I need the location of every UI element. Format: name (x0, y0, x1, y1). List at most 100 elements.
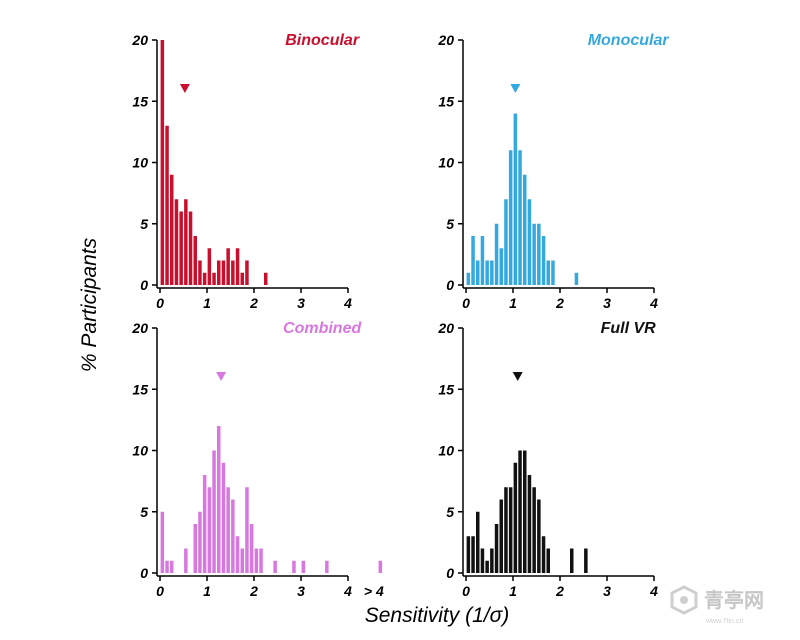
histogram-bar (523, 174, 527, 285)
x-tick-label: 0 (156, 583, 164, 599)
x-tick-label: 2 (555, 295, 564, 311)
panel-title: Monocular (588, 32, 670, 49)
panel-title: Binocular (285, 32, 360, 49)
y-tick-label: 15 (132, 381, 148, 397)
histogram-bar (231, 260, 235, 285)
histogram-bar (245, 260, 249, 285)
mean-marker (512, 372, 523, 381)
histogram-bar (264, 272, 268, 285)
histogram-bar (508, 150, 513, 285)
overflow-bar (378, 560, 383, 573)
histogram-bar (165, 560, 169, 573)
watermark-subtext: www.7tin.cn (705, 618, 743, 625)
y-tick-label: 5 (446, 504, 454, 520)
histogram-bar (301, 560, 306, 573)
y-tick-label: 15 (438, 381, 454, 397)
x-tick-label: 1 (203, 583, 211, 599)
panel-monocular: 0 1 2 3 4 0 5 10 15 20 Monocular (437, 32, 669, 311)
histogram-bar (231, 499, 235, 573)
histogram-bar (518, 450, 522, 573)
histogram-bar (490, 548, 494, 573)
x-tick-label: 0 (462, 583, 470, 599)
hexagon-icon (670, 585, 698, 615)
histogram-bar (202, 475, 207, 573)
histogram-bar (184, 548, 188, 573)
histogram-bar (226, 248, 230, 285)
y-tick-label: 20 (131, 320, 148, 336)
histogram-bar (207, 248, 212, 285)
x-tick-label: 0 (156, 295, 164, 311)
histogram-bar (466, 272, 471, 285)
histogram-bar (476, 511, 480, 573)
histogram-bar (476, 260, 480, 285)
histogram-bar (546, 260, 550, 285)
y-tick-label: 15 (132, 93, 148, 109)
x-tick-label: 2 (249, 295, 258, 311)
histogram-bar (532, 223, 536, 285)
x-tick-label: 3 (297, 295, 305, 311)
histogram-bar (188, 211, 193, 285)
histogram-bar (212, 272, 216, 285)
histogram-bar (504, 199, 508, 285)
x-tick-label: 1 (203, 295, 211, 311)
x-tick-label: 2 (249, 583, 258, 599)
y-tick-label: 10 (132, 155, 148, 171)
x-tick-label: 1 (509, 295, 517, 311)
histogram-bar (240, 272, 244, 285)
mean-marker (179, 84, 190, 93)
x-tick-label: 4 (649, 295, 658, 311)
histogram-bar (170, 174, 174, 285)
histogram-bar (292, 560, 296, 573)
histogram-bar (254, 548, 259, 573)
histogram-bar (160, 511, 165, 573)
x-tick-label: 4 (649, 583, 658, 599)
histogram-bar (184, 199, 188, 285)
histogram-bar (235, 536, 240, 573)
histogram-bar (480, 236, 485, 285)
histogram-bar (480, 548, 485, 573)
x-tick-label: 3 (603, 295, 611, 311)
x-tick-label: 3 (297, 583, 305, 599)
y-tick-label: 0 (446, 565, 454, 581)
y-axis-title: % Participants (78, 237, 101, 372)
x-tick-label: 2 (555, 583, 564, 599)
histogram-bar (273, 560, 277, 573)
x-tick-label: 3 (603, 583, 611, 599)
y-tick-label: 0 (140, 565, 148, 581)
histogram-bar (160, 40, 165, 285)
histogram-bar (471, 536, 475, 573)
histogram-bar (537, 223, 541, 285)
histogram-bar (546, 548, 550, 573)
mean-marker (216, 372, 227, 381)
watermark-text: 青亭网 (704, 588, 764, 612)
histogram-bar (245, 487, 249, 573)
watermark-logo: 青亭网 www.7tin.cn (670, 585, 764, 625)
histogram-bar (170, 560, 174, 573)
x-tick-label: 4 (343, 295, 352, 311)
x-tick-label: 1 (509, 583, 517, 599)
histogram-bar (532, 487, 536, 573)
histogram-bar (174, 199, 179, 285)
histogram-bar (574, 272, 579, 285)
histogram-bar (198, 511, 202, 573)
histogram-bar (212, 450, 216, 573)
panel-title: Combined (283, 320, 362, 337)
y-tick-label: 15 (438, 93, 454, 109)
histogram-bar (221, 260, 226, 285)
panel-combined: 0 1 2 3 4 0 5 10 15 20 > 4 Combined (131, 320, 384, 599)
y-tick-label: 20 (437, 32, 454, 48)
histogram-bar (513, 113, 518, 285)
histogram-bar (471, 236, 475, 285)
histogram-bar (584, 548, 588, 573)
hexagon-dot (680, 596, 688, 604)
histogram-bar (551, 260, 555, 285)
histogram-bar (221, 462, 226, 573)
histogram-bar (259, 548, 263, 573)
histogram-bar (499, 499, 503, 573)
x-tick-label: 4 (343, 583, 352, 599)
histogram-bar (235, 248, 240, 285)
x-axis-title: Sensitivity (1/σ) (365, 604, 510, 627)
histogram-bar (217, 260, 221, 285)
histogram-bar (179, 211, 183, 285)
